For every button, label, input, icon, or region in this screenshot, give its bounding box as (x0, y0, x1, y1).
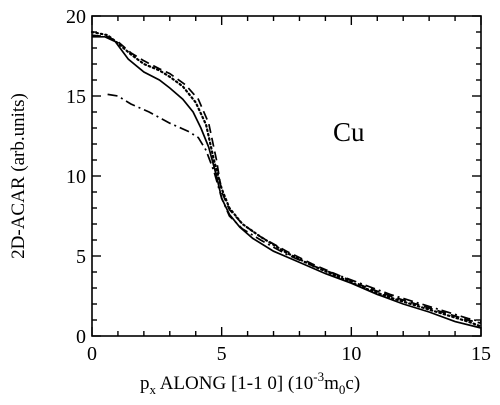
element-annotation: Cu (333, 117, 365, 147)
x-axis-title-subscript: x (150, 382, 157, 397)
x-tick-label: 15 (471, 343, 491, 365)
series-dashdot-line (107, 93, 482, 323)
series-layer (90, 30, 483, 329)
series-dotted-line (90, 30, 483, 328)
y-tick-label: 15 (66, 86, 86, 108)
series-dashed-line (91, 34, 482, 325)
x-axis-title: px ALONG [1-1 0] (10-3m0c) (140, 369, 360, 397)
x-axis-title-unit-end: c) (345, 373, 360, 394)
x-tick-label: 10 (341, 343, 361, 365)
y-tick-label: 0 (76, 326, 86, 348)
y-axis-title: 2D-ACAR (arb.units) (8, 93, 29, 259)
y-tick-label: 10 (66, 166, 86, 188)
tick-layer: 0 5 10 15 0 5 10 15 20 (66, 6, 491, 365)
x-axis-title-unit-base: m (324, 373, 339, 394)
x-axis-title-exponent: -3 (313, 369, 324, 384)
x-axis-title-unit-subscript: 0 (339, 382, 346, 397)
x-tick-label: 5 (217, 343, 227, 365)
y-tick-label: 20 (66, 6, 86, 28)
x-axis-title-text: ALONG [1-1 0] (10 (156, 373, 313, 394)
plot-frame (91, 15, 482, 337)
y-tick-label: 5 (76, 246, 86, 268)
series-solid-line (92, 35, 482, 329)
x-axis-title-base: p (140, 373, 150, 394)
x-tick-label: 0 (87, 343, 97, 365)
